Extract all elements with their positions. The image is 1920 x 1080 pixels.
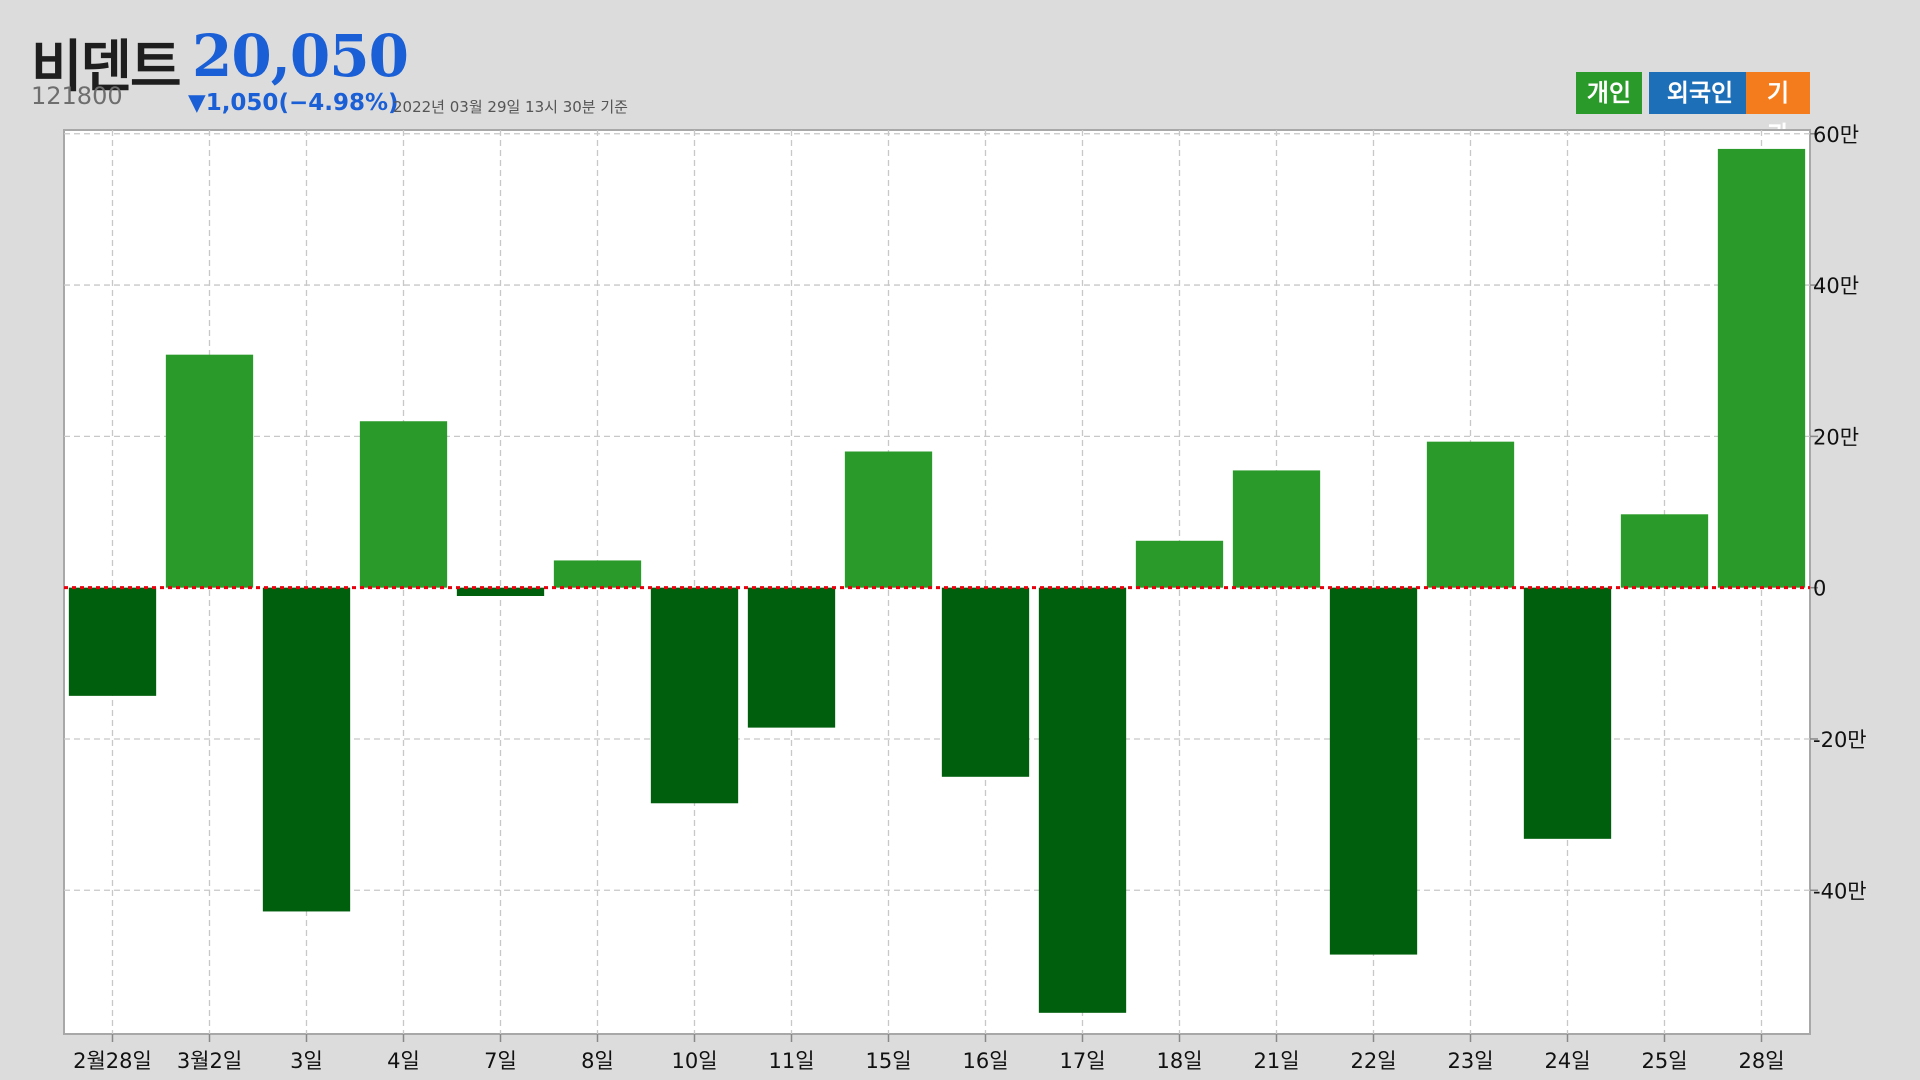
as-of-timestamp: 2022년 03월 29일 13시 30분 기준 [393, 98, 628, 116]
x-tick-label: 18일 [1156, 1049, 1202, 1073]
bar [1038, 587, 1127, 1013]
y-tick-label: 0 [1813, 577, 1826, 601]
plot-area [63, 129, 1811, 1035]
bar [165, 354, 254, 588]
bar [1232, 470, 1321, 588]
y-axis-ticks: 60만 40만 20만 0 -20만 -40만 [1810, 123, 1867, 903]
current-price: 20,050 [192, 22, 409, 90]
stock-code: 121800 [31, 82, 123, 110]
bar [456, 587, 545, 596]
x-tick-label: 24일 [1544, 1049, 1590, 1073]
y-tick-label: -20만 [1813, 728, 1867, 752]
bar [844, 451, 933, 588]
x-tick-label: 25일 [1641, 1049, 1687, 1073]
bar [650, 587, 739, 804]
y-tick-label: 20만 [1813, 425, 1859, 449]
x-tick-label: 3일 [290, 1049, 323, 1073]
y-tick-label: 60만 [1813, 123, 1859, 147]
x-tick-label: 22일 [1350, 1049, 1396, 1073]
price-change: ▼1,050(−4.98%) [188, 90, 399, 116]
stock-name: 비덴트 [31, 35, 182, 100]
bar [1717, 148, 1806, 588]
x-tick-label: 23일 [1447, 1049, 1493, 1073]
x-tick-label: 3월2일 [177, 1049, 242, 1073]
bar [1523, 587, 1612, 839]
x-tick-label: 8일 [581, 1049, 614, 1073]
bar [1620, 514, 1709, 588]
bar [1329, 587, 1418, 955]
x-tick-label: 15일 [865, 1049, 911, 1073]
bar [747, 587, 836, 728]
x-tick-label: 11일 [768, 1049, 814, 1073]
x-tick-label: 2월28일 [73, 1049, 152, 1073]
bar [68, 587, 157, 696]
bar [1426, 441, 1515, 588]
bar [1135, 540, 1224, 588]
bar [262, 587, 351, 912]
x-axis-ticks: 2월28일 3월2일 3일 4일 7일 8일 10일 11일 15일 16일 17일 18일 21일 22… [73, 1034, 1785, 1073]
bar [359, 421, 448, 588]
bars [68, 148, 1806, 1013]
bar [941, 587, 1030, 777]
y-tick-label: 40만 [1813, 274, 1859, 298]
bar [553, 560, 642, 588]
legend-individual-button[interactable]: 개인 [1576, 72, 1642, 114]
x-tick-label: 17일 [1059, 1049, 1105, 1073]
x-tick-label: 4일 [387, 1049, 420, 1073]
x-tick-label: 10일 [671, 1049, 717, 1073]
legend-foreign-button[interactable]: 외국인 [1649, 72, 1751, 114]
x-tick-label: 28일 [1738, 1049, 1784, 1073]
x-tick-label: 16일 [962, 1049, 1008, 1073]
x-tick-label: 21일 [1253, 1049, 1299, 1073]
x-tick-label: 7일 [484, 1049, 517, 1073]
y-tick-label: -40만 [1813, 879, 1867, 903]
